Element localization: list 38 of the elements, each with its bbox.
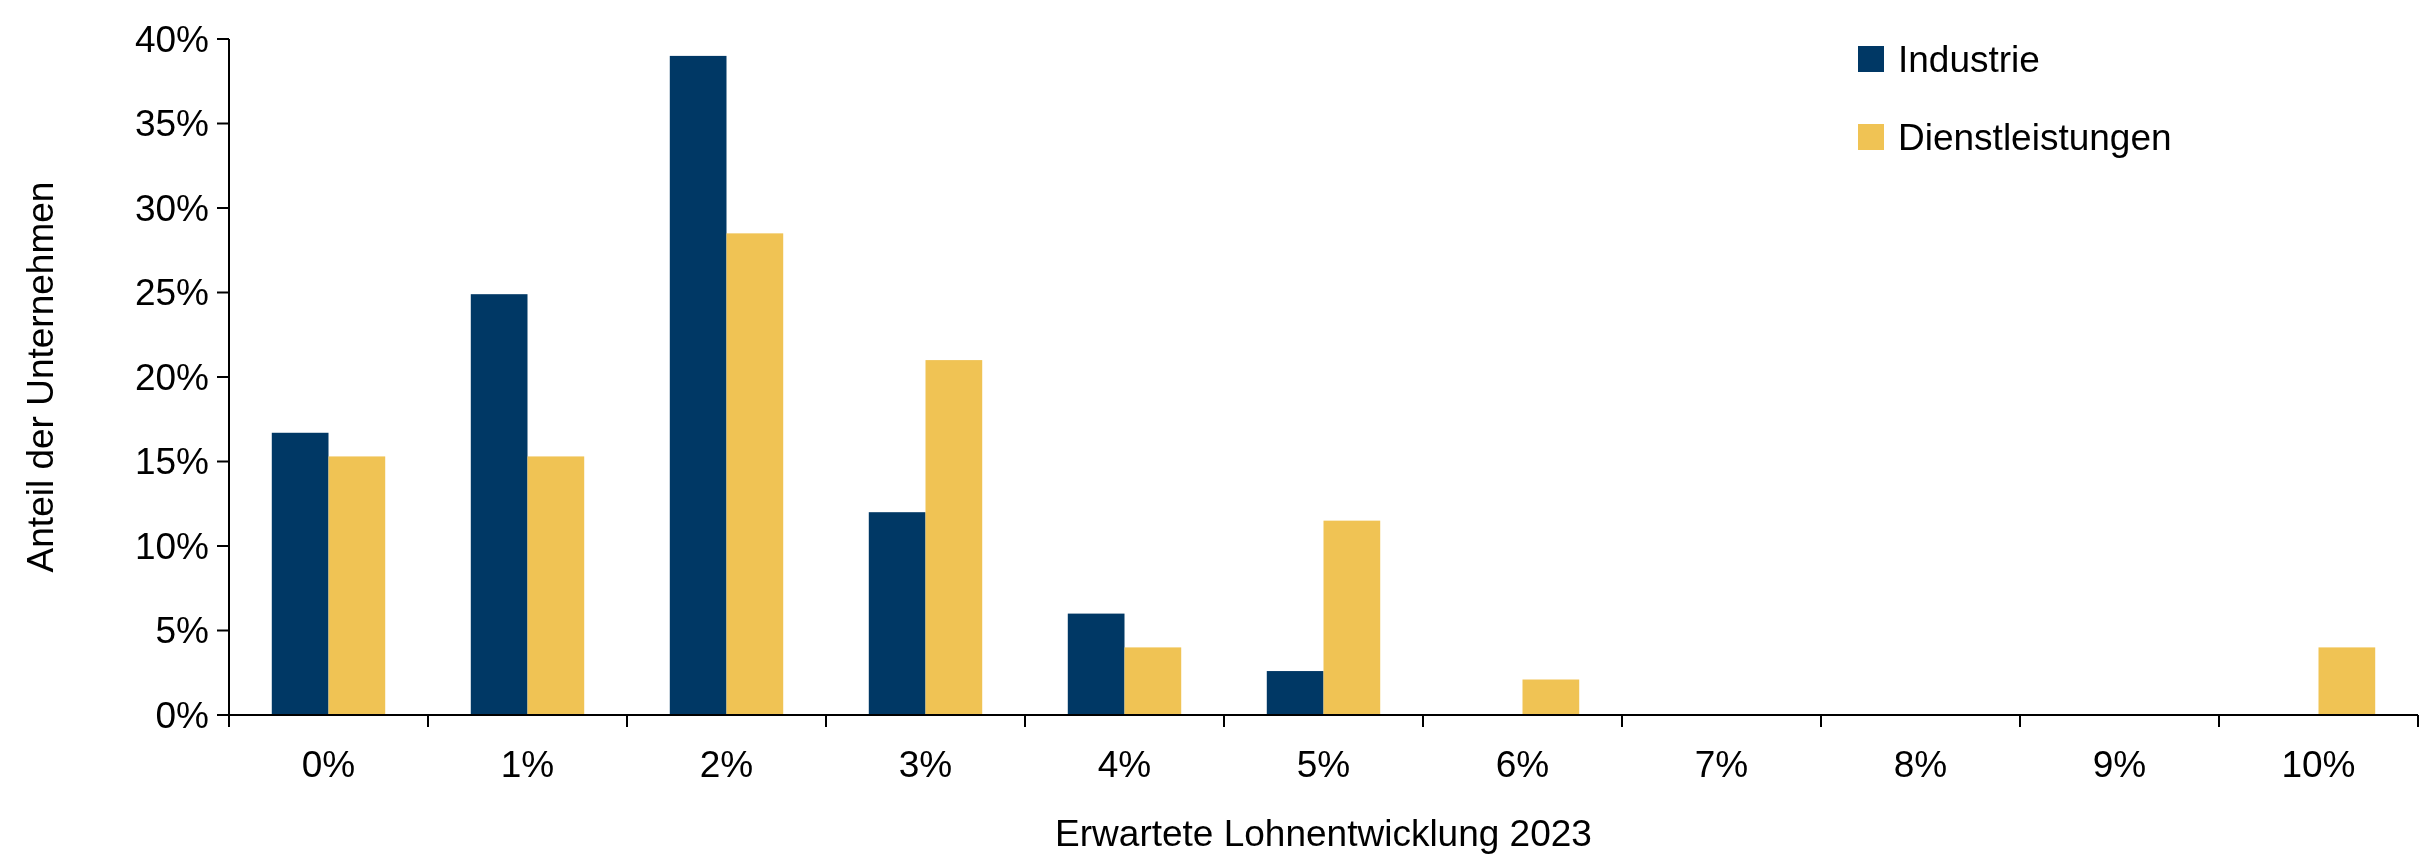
x-tick-label: 7% [1694, 744, 1749, 785]
bar [470, 294, 528, 715]
bar [868, 512, 926, 715]
x-tick-label: 9% [2092, 744, 2147, 785]
x-tick-label: 6% [1495, 744, 1550, 785]
y-tick-label: 25% [134, 272, 209, 314]
x-tick-label: 3% [898, 744, 953, 785]
y-tick-label: 40% [134, 18, 209, 60]
x-axis-title: Erwartete Lohnentwicklung 2023 [1055, 813, 1592, 854]
bar [1323, 520, 1381, 715]
bar [271, 432, 329, 715]
x-tick-label: 10% [2281, 744, 2356, 785]
y-tick-label: 10% [134, 525, 209, 567]
y-tick-label: 35% [134, 103, 209, 145]
y-tick-label: 30% [134, 187, 209, 229]
x-tick-label: 0% [301, 744, 356, 785]
bar [669, 55, 727, 715]
bar [1067, 613, 1125, 715]
bar [925, 360, 983, 715]
bar [1522, 679, 1580, 715]
y-tick-label: 0% [155, 694, 209, 736]
bar [527, 456, 585, 715]
y-tick-label: 5% [155, 610, 209, 652]
y-tick-label: 15% [134, 441, 209, 483]
x-tick-label: 8% [1893, 744, 1948, 785]
bar [726, 233, 784, 715]
bar [2318, 647, 2376, 715]
x-tick-label: 1% [500, 744, 555, 785]
x-tick-label: 4% [1097, 744, 1152, 785]
y-axis-title: Anteil der Unternehmen [20, 181, 61, 573]
x-tick-label: 5% [1296, 744, 1351, 785]
x-tick-label: 2% [699, 744, 754, 785]
bar [1124, 647, 1182, 715]
y-tick-label: 20% [134, 356, 209, 398]
legend-label: Dienstleistungen [1898, 116, 2172, 158]
legend-label: Industrie [1898, 38, 2040, 80]
bar [1266, 671, 1324, 715]
bar [328, 456, 386, 715]
